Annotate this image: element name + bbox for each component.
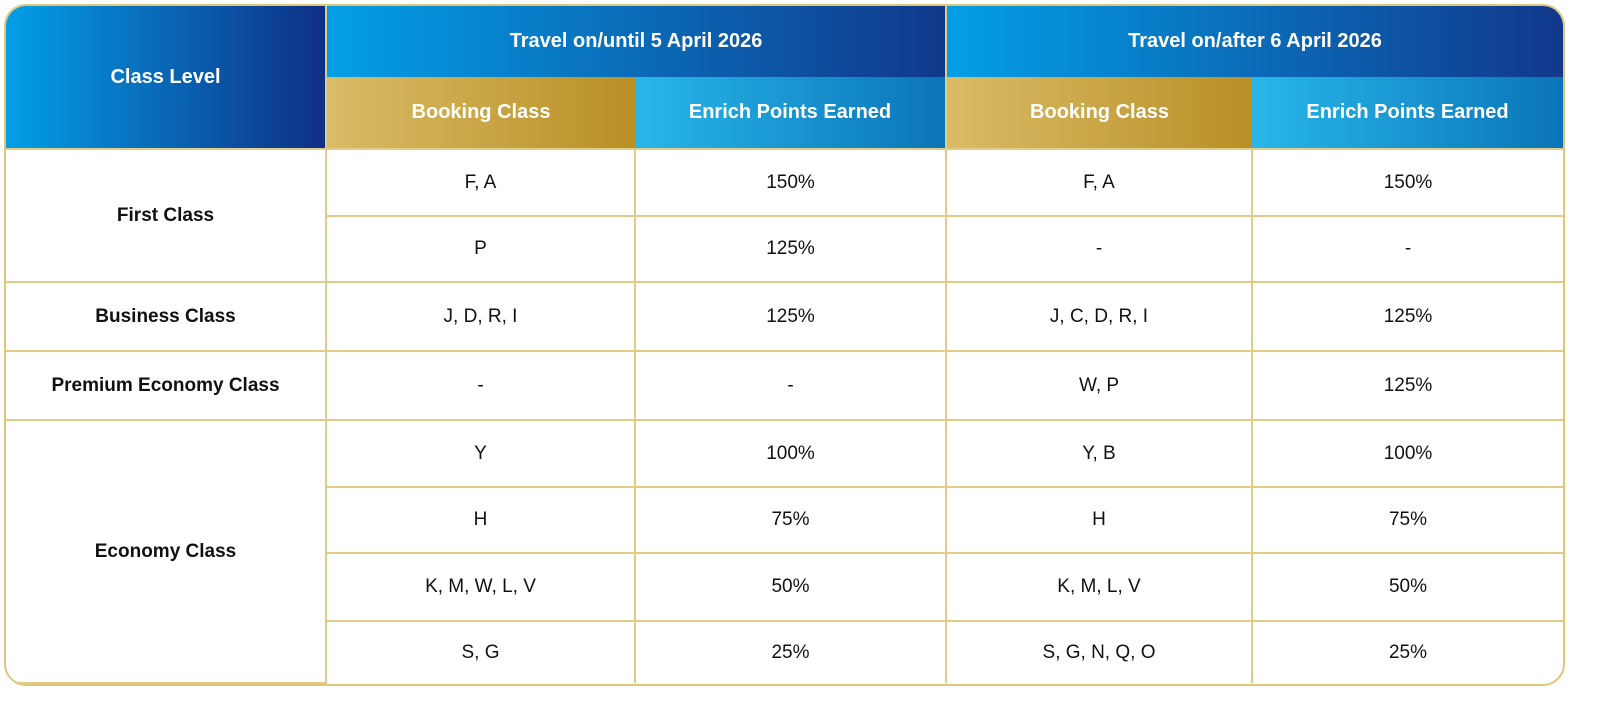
class-level: Business Class [6, 281, 327, 352]
booking-class: K, M, L, V [945, 552, 1253, 622]
points: 25% [634, 620, 947, 683]
points: 125% [1251, 281, 1563, 352]
booking-class: H [326, 486, 636, 554]
points: 50% [634, 552, 947, 622]
booking-class: F, A [945, 148, 1253, 217]
points: 25% [1251, 620, 1563, 683]
class-level: Economy Class [6, 419, 327, 684]
earning-table: Class Level Travel on/until 5 April 2026… [4, 4, 1565, 686]
booking-class: Y [325, 419, 636, 488]
points: 75% [634, 486, 947, 554]
class-level: Premium Economy Class [6, 350, 327, 421]
booking-class: H [945, 486, 1253, 554]
booking-class: - [325, 350, 636, 421]
booking-class-header: Booking Class [945, 77, 1252, 149]
points: 150% [634, 148, 947, 217]
points: - [1251, 215, 1563, 283]
class-level-header: Class Level [6, 6, 326, 149]
points: 100% [1251, 419, 1563, 488]
points: 125% [1251, 350, 1563, 421]
points: 125% [634, 281, 947, 352]
points-header: Enrich Points Earned [635, 77, 946, 149]
booking-class: Y, B [945, 419, 1253, 488]
booking-class: J, D, R, I [325, 281, 636, 352]
booking-class: P [326, 215, 636, 283]
points-header: Enrich Points Earned [1252, 77, 1563, 149]
period1-header: Travel on/until 5 April 2026 [325, 6, 946, 77]
booking-class: F, A [325, 148, 636, 217]
class-level: First Class [6, 148, 327, 283]
booking-class-header: Booking Class [325, 77, 635, 149]
points: - [634, 350, 947, 421]
points: 100% [634, 419, 947, 488]
booking-class: K, M, W, L, V [326, 552, 636, 622]
booking-class: - [945, 215, 1253, 283]
points: 75% [1251, 486, 1563, 554]
points: 125% [634, 215, 947, 283]
booking-class: S, G [326, 620, 636, 683]
booking-class: S, G, N, Q, O [945, 620, 1253, 683]
points: 50% [1251, 552, 1563, 622]
booking-class: W, P [945, 350, 1253, 421]
period2-header: Travel on/after 6 April 2026 [945, 6, 1563, 77]
booking-class: J, C, D, R, I [945, 281, 1253, 352]
points: 150% [1251, 148, 1563, 217]
